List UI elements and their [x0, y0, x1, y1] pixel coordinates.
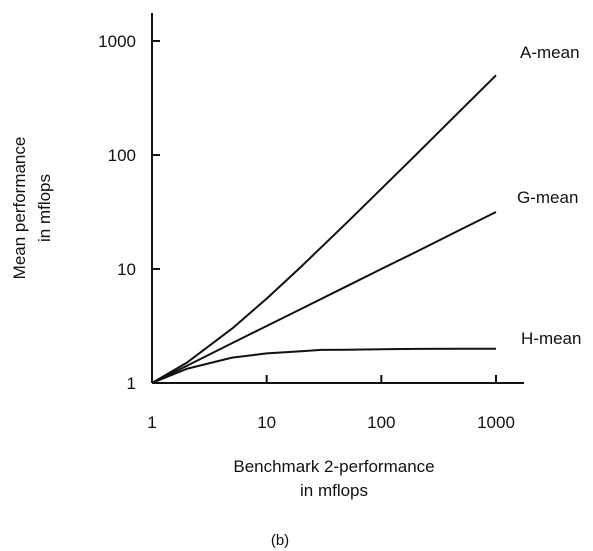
- x-tick-label: 100: [367, 413, 395, 432]
- series-lines: [151, 74, 497, 384]
- x-tick-label: 10: [257, 413, 276, 432]
- series-label-h-mean: H-mean: [521, 329, 581, 348]
- x-tick-label: 1000: [477, 413, 515, 432]
- y-axis-title-line-1: Mean performance: [10, 137, 29, 280]
- y-tick-label: 100: [108, 146, 136, 165]
- axes: [151, 13, 524, 384]
- series-line-h-mean: [151, 347, 496, 384]
- series-line-g-mean: [151, 211, 497, 384]
- tick-labels: 1 10 100 1000 1 10 100 1000: [98, 32, 515, 432]
- series-line-a-mean: [151, 74, 497, 384]
- y-tick-label: 1: [127, 374, 136, 393]
- x-axis-title-line-2: in mflops: [300, 481, 368, 500]
- y-axis-title: Mean performance in mflops: [10, 137, 54, 280]
- figure-caption: (b): [271, 532, 289, 549]
- series-labels: A-mean G-mean H-mean: [517, 43, 581, 348]
- ticks: [152, 40, 497, 383]
- series-label-a-mean: A-mean: [520, 43, 580, 62]
- y-tick-label: 1000: [98, 32, 136, 51]
- x-axis-title-line-1: Benchmark 2-performance: [233, 457, 434, 476]
- x-tick-label: 1: [147, 413, 156, 432]
- series-label-g-mean: G-mean: [517, 188, 578, 207]
- y-axis-title-line-2: in mflops: [35, 174, 54, 242]
- y-tick-label: 10: [117, 260, 136, 279]
